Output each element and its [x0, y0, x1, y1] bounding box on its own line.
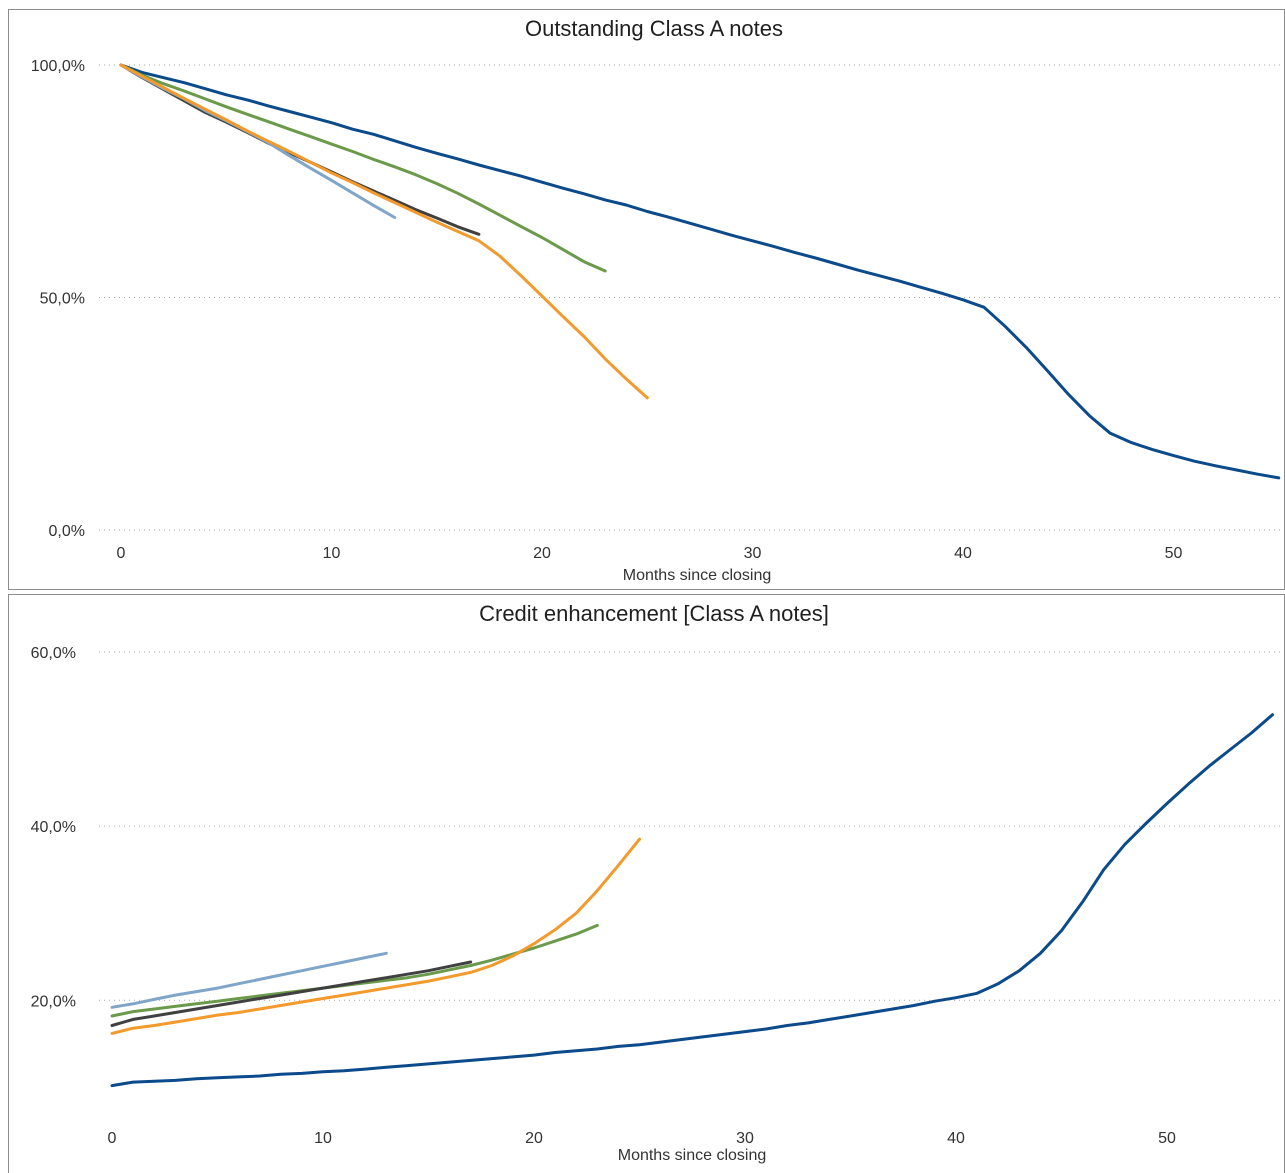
x-tick-label: 30 [744, 545, 762, 562]
series-lines [110, 713, 1274, 1088]
x-tick-label: 40 [947, 1130, 965, 1147]
y-tick-label: 20,0% [31, 993, 76, 1010]
x-tick-label: 10 [314, 1130, 332, 1147]
outstanding-notes-plot: Outstanding Class A notes 0,0%50,0%100,0… [31, 16, 1284, 584]
series-line-1 [110, 713, 1274, 1088]
series-line-5 [119, 63, 649, 400]
y-tick-label: 60,0% [31, 645, 76, 662]
x-tick-label: 0 [117, 545, 126, 562]
gridlines [99, 651, 1284, 1001]
x-tick-label: 20 [533, 545, 551, 562]
series-line-3 [110, 923, 599, 1018]
series-lines [119, 63, 1281, 480]
y-tick-label: 50,0% [40, 291, 85, 308]
y-tick-label: 40,0% [31, 819, 76, 836]
series-line-5 [110, 837, 641, 1035]
x-tick-label: 0 [108, 1130, 117, 1147]
y-tick-label: 100,0% [31, 58, 85, 75]
x-tick-label: 30 [736, 1130, 754, 1147]
series-line-1 [119, 63, 1281, 480]
x-axis-ticks: 0 10 20 30 40 50 [117, 545, 1183, 562]
chart-title: Outstanding Class A notes [525, 16, 783, 41]
series-line-2 [119, 63, 607, 273]
credit-enhancement-chart: Credit enhancement [Class A notes] 20,0%… [8, 594, 1285, 1173]
x-tick-label: 40 [954, 545, 972, 562]
x-tick-label: 20 [525, 1130, 543, 1147]
gridlines [99, 64, 1284, 531]
series-line-4 [110, 960, 473, 1027]
outstanding-notes-chart: Outstanding Class A notes 0,0% 50,0% 100,0… [8, 9, 1285, 590]
y-axis-ticks: 20,0% 40,0% 60,0% [31, 645, 76, 1010]
x-axis-label: Months since closing [623, 567, 772, 584]
chart-title: Credit enhancement [Class A notes] [479, 601, 829, 626]
x-tick-label: 50 [1165, 545, 1183, 562]
x-tick-label: 10 [323, 545, 341, 562]
y-tick-label: 0,0% [49, 523, 85, 540]
y-axis-ticks: 0,0% 50,0% 100,0% [31, 58, 85, 540]
credit-enhancement-plot: Credit enhancement [Class A notes] 20,0%… [31, 601, 1284, 1164]
x-tick-label: 50 [1158, 1130, 1176, 1147]
series-line-2 [110, 951, 388, 1009]
x-axis-label: Months since closing [618, 1147, 767, 1164]
x-axis-ticks: 0 10 20 30 40 50 [108, 1130, 1176, 1147]
